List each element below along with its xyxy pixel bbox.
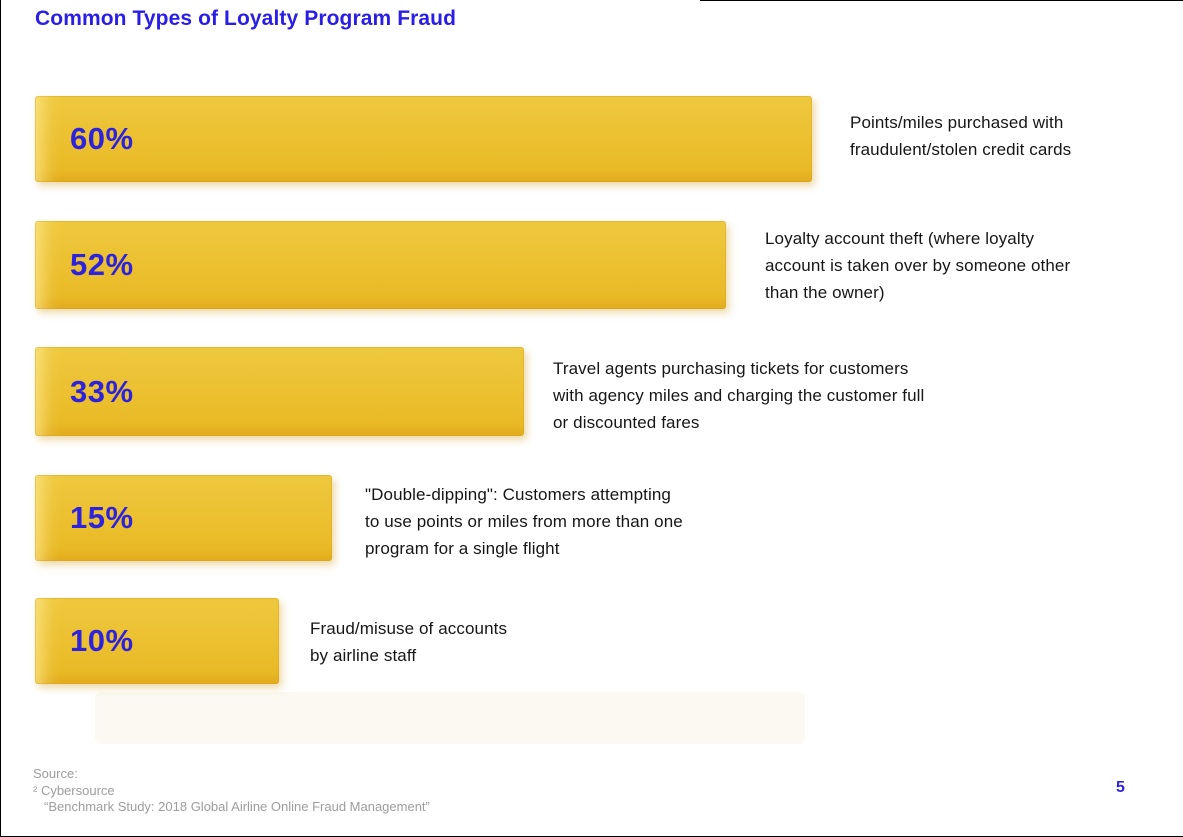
bar-description: Points/miles purchased with fraudulent/s…	[850, 113, 1072, 159]
top-border-line	[700, 0, 1183, 1]
source-study-title: “Benchmark Study: 2018 Global Airline On…	[44, 799, 430, 814]
bar-description: Travel agents purchasing tickets for cus…	[553, 359, 925, 432]
source-reference: ² Cybersource	[33, 782, 115, 798]
bar-52-percent: 52%	[35, 221, 726, 309]
page-number: 5	[1116, 779, 1125, 796]
bar-15-percent: 15%	[35, 475, 332, 561]
bar-60-percent: 60%	[35, 96, 812, 182]
bar-value-label: 15%	[70, 500, 134, 535]
bar-10-percent: 10%	[35, 598, 279, 684]
bar-description: Loyalty account theft (where loyalty acc…	[765, 229, 1071, 302]
page-title: Common Types of Loyalty Program Fraud	[35, 7, 457, 30]
source-label: Source:	[33, 766, 78, 781]
bar-description: Fraud/misuse of accounts by airline staf…	[310, 619, 508, 665]
left-border-line	[0, 0, 1, 837]
source-block: Source: ² Cybersource “Benchmark Study: …	[33, 766, 430, 816]
faded-ghost-bar	[95, 692, 805, 744]
bar-value-label: 52%	[70, 247, 134, 282]
bar-value-label: 60%	[70, 121, 134, 156]
bar-33-percent: 33%	[35, 347, 524, 436]
bar-value-label: 10%	[70, 623, 134, 658]
bar-value-label: 33%	[70, 373, 134, 409]
bar-description: "Double-dipping": Customers attempting t…	[365, 485, 683, 558]
